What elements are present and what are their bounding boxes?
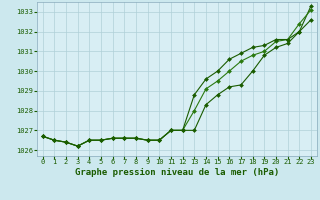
X-axis label: Graphe pression niveau de la mer (hPa): Graphe pression niveau de la mer (hPa) <box>75 168 279 177</box>
